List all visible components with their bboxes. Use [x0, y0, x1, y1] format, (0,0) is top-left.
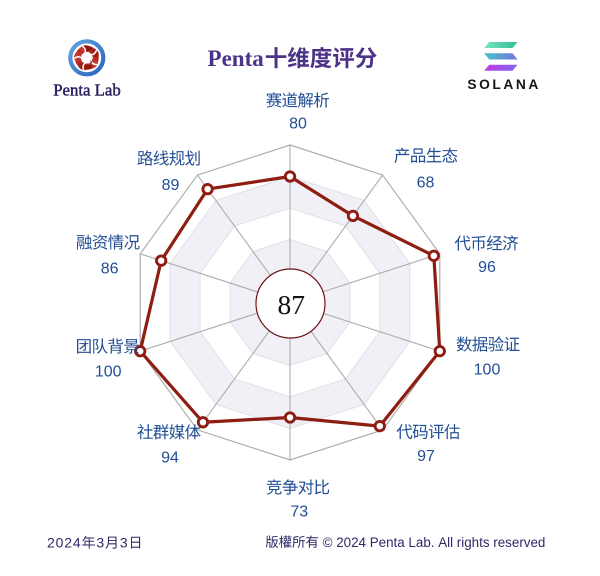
svg-text:89: 89 — [162, 177, 180, 194]
svg-text:73: 73 — [290, 504, 308, 521]
svg-text:Penta: Penta — [208, 46, 265, 71]
svg-text:3: 3 — [96, 535, 104, 551]
svg-text:100: 100 — [95, 364, 122, 381]
svg-text:96: 96 — [478, 259, 496, 276]
svg-text:SOLANA: SOLANA — [467, 77, 541, 92]
svg-text:97: 97 — [417, 448, 435, 465]
svg-text:2024: 2024 — [47, 535, 82, 551]
svg-text:87: 87 — [278, 289, 306, 320]
svg-text:3: 3 — [120, 535, 128, 551]
svg-text:© 2024 Penta Lab. All rights r: © 2024 Penta Lab. All rights reserved — [319, 535, 545, 550]
svg-text:100: 100 — [474, 362, 501, 379]
svg-text:80: 80 — [289, 116, 307, 133]
svg-text:94: 94 — [161, 449, 179, 466]
svg-text:86: 86 — [101, 261, 119, 278]
svg-text:Penta Lab: Penta Lab — [53, 81, 121, 100]
svg-text:68: 68 — [417, 175, 435, 192]
